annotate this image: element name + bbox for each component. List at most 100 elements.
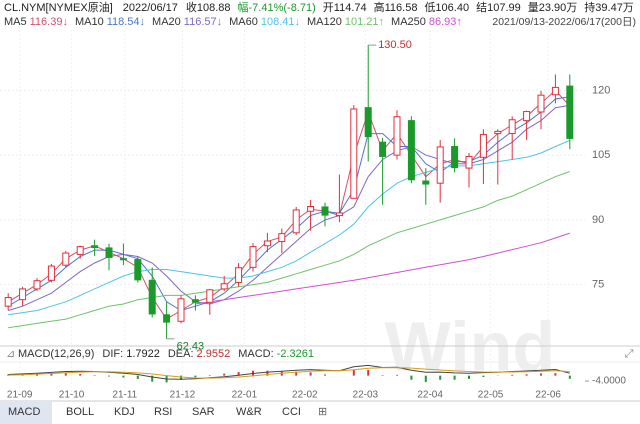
annotation: 130.50 [378,39,412,51]
quote-field: 结107.99 [476,1,521,14]
legend-value: -2.3261 [277,348,314,360]
y-tick-label: 120 [592,84,610,96]
candle-body [235,267,243,283]
candle-body [523,111,531,122]
candle-body [220,283,228,290]
legend-name: MA10 [75,16,104,28]
indicator-title: MACD(12,26,9) [18,348,94,360]
candle-body [307,205,315,212]
x-tick-label: 21-09 [7,390,33,401]
ma-line [7,96,570,312]
indicator-tab[interactable]: W&R [236,406,262,418]
quote-field: 低106.40 [424,1,469,14]
ma-line [195,232,570,305]
quote-field: 收108.88 [186,0,231,14]
candle-body [148,279,156,315]
x-tick-label: 21-12 [170,390,196,401]
candle-body [62,252,70,266]
candle-body [47,265,55,281]
legend-name: MA250 [391,16,426,28]
candle-body [350,108,358,199]
candle-body [134,259,142,281]
candle-body [407,120,415,181]
legend-name: MA120 [307,16,342,28]
x-tick-label: 22-04 [417,390,443,401]
candle-body [321,206,329,216]
y-tick-label: -4.0000 [592,376,626,387]
candle-body [465,155,473,169]
expand-icon[interactable]: ⤢ [625,348,634,360]
candle-body [494,130,502,135]
legend-name: MA60 [229,16,258,28]
legend-name: DIF: [102,348,123,360]
quote-field: 高116.58 [374,0,418,14]
indicator-tab[interactable]: BOLL [66,406,94,418]
indicator-tab[interactable]: SAR [192,406,215,418]
candle-body [422,180,430,185]
candle-body [335,212,343,217]
candle-body [551,86,559,96]
quote-field: 幅-7.41%(-8.71) [238,1,316,14]
candle-body [451,146,459,169]
quote-field: 开114.74 [323,2,367,14]
quote-field: 持39.47万 [584,0,634,14]
candle-body [364,107,372,138]
y-tick-label: 75 [592,278,604,290]
legend-value: 116.39↓ [30,16,68,28]
candle-body [292,209,300,234]
x-tick-label: 21-11 [112,390,137,401]
legend-value: 108.41↓ [261,16,300,28]
candle-body [479,133,487,158]
candle-body [379,141,387,157]
legend-name: DEA: [168,348,194,360]
candle-body [76,246,84,255]
candle-body [206,289,214,303]
candle-body [19,288,27,301]
candle-body [436,146,444,184]
candle-body [263,240,271,247]
legend-name: MACD: [238,348,273,360]
candle-body [537,94,545,113]
x-tick-label: 22-03 [353,390,379,401]
legend-name: MA20 [152,16,181,28]
quote-field: 量23.90万 [528,1,578,14]
candle-body [191,299,199,303]
indicator-tab[interactable]: KDJ [114,406,135,418]
candle-body [278,233,286,242]
annotation: 62.43 [177,341,205,353]
legend-value: 1.7922 [126,348,160,360]
candle-body [163,314,171,323]
candle-body [91,245,99,248]
ma-line [8,171,570,329]
candle-body [393,116,401,156]
candle-body [105,247,113,258]
indicator-tab[interactable]: CCI [282,406,301,418]
x-tick-label: 22-06 [535,390,561,401]
candle-body [508,119,516,135]
active-tab-bg [0,401,52,424]
settings-icon[interactable]: ⊞ [318,406,327,418]
candle-body [33,280,41,290]
ma-line [8,139,570,316]
x-tick-label: 21-10 [59,390,85,401]
indicator-tab[interactable]: MACD [8,406,40,418]
legend-name: MA5 [4,16,27,28]
candle-body [119,258,127,261]
candle-body [249,246,257,268]
x-tick-label: 22-05 [478,390,504,401]
ma-line [8,367,570,379]
y-tick-label: 90 [592,214,604,226]
x-tick-label: 22-02 [292,390,318,401]
icon: ⊿ [6,348,15,360]
candle-body [177,298,185,322]
candle-body [4,297,12,307]
legend-value: 2.9552 [197,348,231,360]
date-range: 2021/09/13-2022/06/17(200日) [492,16,636,28]
legend-value: 118.54↓ [107,16,145,28]
indicator-tab[interactable]: RSI [154,406,172,418]
x-tick-label: 22-01 [232,390,258,401]
y-tick-label: 105 [592,149,610,161]
